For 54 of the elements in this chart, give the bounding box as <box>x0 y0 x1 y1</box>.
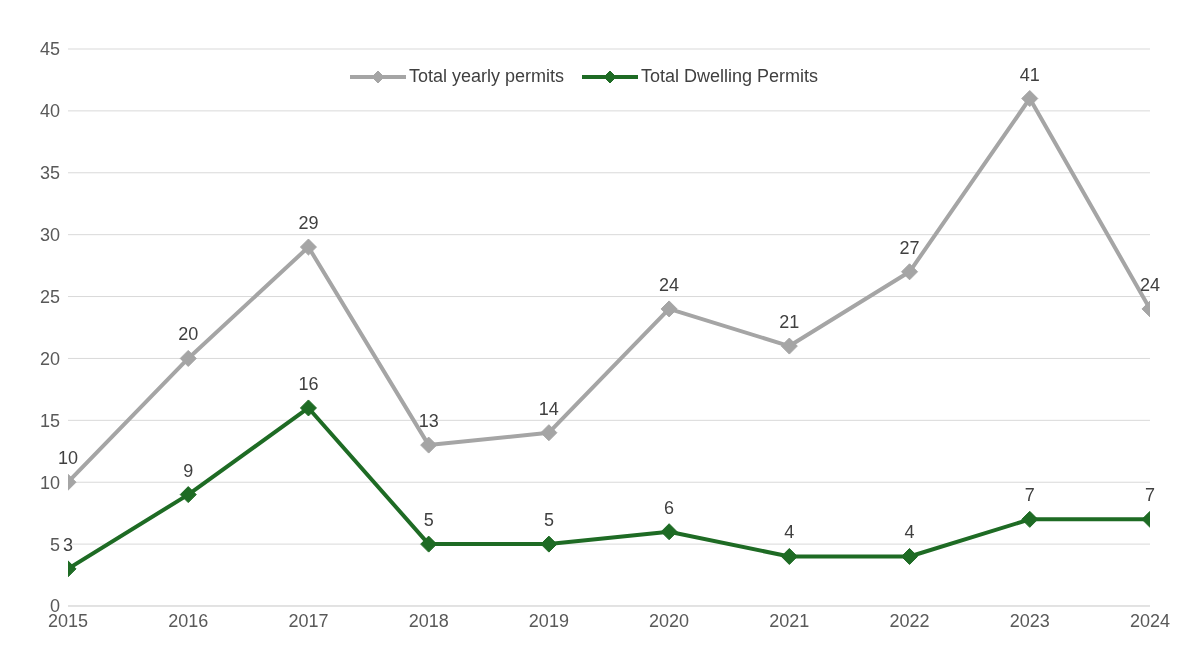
data-label: 21 <box>779 312 800 333</box>
point <box>420 436 438 454</box>
point <box>179 349 197 367</box>
point <box>540 535 558 553</box>
data-label: 41 <box>1019 64 1040 85</box>
point <box>299 238 317 256</box>
data-label: 24 <box>659 274 680 295</box>
point <box>299 399 317 417</box>
y-tick-label: 35 <box>39 163 60 184</box>
data-label: 24 <box>1139 274 1161 295</box>
point <box>179 486 197 504</box>
y-tick-label: 20 <box>39 348 60 369</box>
x-tick-label: 2023 <box>1009 610 1050 631</box>
legend-label: Total yearly permits <box>408 66 564 87</box>
y-tick-label: 5 <box>49 534 60 555</box>
data-label: 7 <box>1024 485 1035 506</box>
data-label: 4 <box>784 522 795 543</box>
point <box>660 523 678 541</box>
y-tick-label: 45 <box>39 39 60 60</box>
y-tick-label: 25 <box>39 286 60 307</box>
x-tick-label: 2021 <box>769 610 810 631</box>
y-tick-label: 40 <box>39 101 60 122</box>
data-label: 27 <box>899 237 920 258</box>
x-tick-label: 2017 <box>288 610 329 631</box>
data-label: 7 <box>1144 485 1156 506</box>
point <box>1021 510 1039 528</box>
data-label: 3 <box>62 534 74 555</box>
data-label: 14 <box>538 398 559 419</box>
data-label: 5 <box>423 510 434 531</box>
x-tick-label: 2020 <box>649 610 690 631</box>
x-tick-label: 2022 <box>889 610 930 631</box>
data-label: 13 <box>418 411 439 432</box>
data-label: 9 <box>183 460 194 481</box>
y-tick-label: 10 <box>39 472 60 493</box>
data-label: 29 <box>298 213 319 234</box>
data-label: 16 <box>298 373 319 394</box>
data-label: 20 <box>178 324 199 345</box>
point <box>540 424 558 442</box>
data-label: 4 <box>904 522 915 543</box>
point <box>901 547 919 565</box>
point <box>660 300 678 318</box>
data-label: 6 <box>664 497 675 518</box>
data-label: 5 <box>543 510 554 531</box>
point <box>1021 90 1039 108</box>
y-tick-label: 30 <box>39 225 60 246</box>
y-tick-label: 15 <box>39 410 60 431</box>
x-tick-label: 2019 <box>528 610 569 631</box>
x-tick-label: 2016 <box>168 610 209 631</box>
point <box>780 547 798 565</box>
x-tick-label: 2024 <box>1129 610 1171 631</box>
legend-label: Total Dwelling Permits <box>641 66 819 87</box>
x-tick-label: 2018 <box>408 610 449 631</box>
point <box>901 263 919 281</box>
point <box>780 337 798 355</box>
